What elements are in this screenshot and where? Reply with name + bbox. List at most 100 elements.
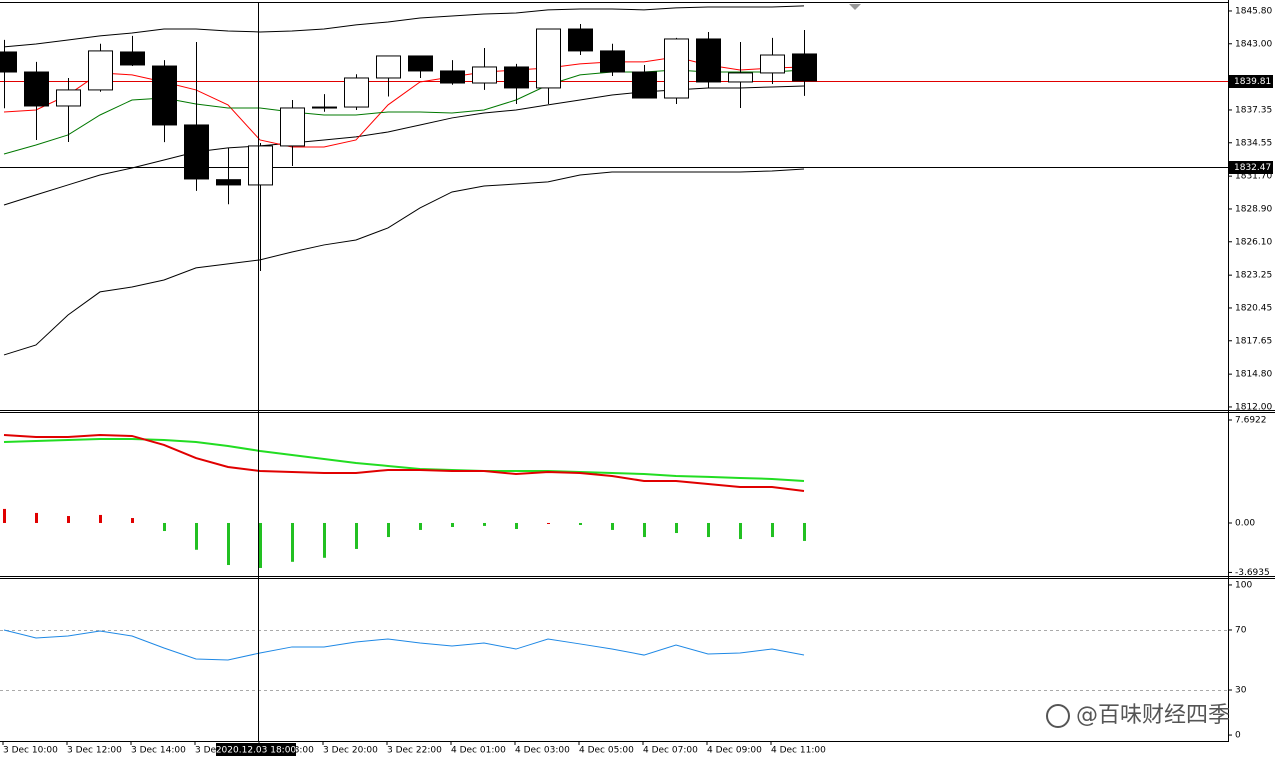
indicator-line: [3, 434, 805, 492]
histogram-bar: [675, 522, 678, 534]
x-label-group: 3 Dec 22:00: [387, 746, 442, 756]
candle-body: [408, 55, 433, 72]
x-label-group: 4 Dec 03:00: [515, 746, 570, 756]
candle-body: [120, 51, 145, 66]
candle-body: [440, 70, 465, 84]
indicator-line: [3, 629, 805, 661]
histogram-bar: [163, 522, 166, 532]
candle-body: [152, 65, 177, 126]
histogram-bar: [579, 522, 582, 525]
histogram-bar: [195, 522, 198, 550]
watermark-icon: [1046, 704, 1070, 728]
y-tick-label: 70: [1235, 625, 1247, 635]
x-label-group: 4 Dec 11:00: [771, 746, 826, 756]
x-tick-label: 4 Dec 11:00: [771, 746, 826, 756]
candle-body: [88, 50, 113, 91]
histogram-bar: [643, 522, 646, 538]
y-tick-label: 1834.55: [1235, 138, 1272, 148]
x-label-group: 3 Dec 20:00: [323, 746, 378, 756]
y-tick-label: -3.6935: [1235, 568, 1270, 578]
y-tick-label: 7.6922: [1235, 416, 1267, 426]
indicator-line: [3, 5, 805, 48]
y-tick-label: 0: [1235, 731, 1241, 741]
y-tick-label: 0.00: [1235, 518, 1255, 528]
y-tick-label: 1820.45: [1235, 303, 1272, 313]
histogram-bar: [547, 522, 550, 524]
histogram-bar: [355, 522, 358, 549]
histogram-bar: [131, 518, 134, 523]
candle-body: [344, 77, 369, 108]
histogram-bar: [323, 522, 326, 558]
y-tick-label: 1812.00: [1235, 402, 1272, 412]
x-tick-label: 3 Dec 12:00: [67, 746, 122, 756]
candle-body: [24, 71, 49, 107]
price-level-label: 1839.81: [1234, 77, 1271, 87]
histogram-bar: [35, 512, 38, 523]
histogram-bar: [99, 514, 102, 523]
x-label-group: 4 Dec 01:00: [451, 746, 506, 756]
indicator-line: [3, 438, 805, 482]
histogram-bar: [803, 522, 806, 541]
x-tick-label: 4 Dec 03:00: [515, 746, 570, 756]
histogram-bar: [419, 522, 422, 530]
y-tick-label: 30: [1235, 686, 1247, 696]
candle-body: [0, 51, 17, 73]
price-level-label: 1832.47: [1234, 163, 1271, 173]
crosshair-label: 2020.12.03 18:00: [216, 746, 297, 756]
candle-body: [184, 124, 209, 180]
histogram-bar: [67, 516, 70, 523]
candle-body: [472, 66, 497, 84]
candle-body: [56, 89, 81, 107]
candle-body: [600, 50, 625, 73]
x-tick-label: 3 Dec 14:00: [131, 746, 186, 756]
candle-body: [696, 38, 721, 83]
candle-body: [376, 55, 401, 79]
x-label-group: 3 Dec 10:00: [3, 746, 58, 756]
x-tick-label: 4 Dec 05:00: [579, 746, 634, 756]
x-label-group: 3 Dec 14:00: [131, 746, 186, 756]
x-tick-label: 4 Dec 01:00: [451, 746, 506, 756]
x-label-group: 4 Dec 09:00: [707, 746, 762, 756]
x-tick-label: 3 Dec 20:00: [323, 746, 378, 756]
histogram-bar: [611, 522, 614, 530]
y-tick-label: 1814.80: [1235, 370, 1272, 380]
y-tick-label: 1828.90: [1235, 204, 1272, 214]
y-tick-label: 1845.80: [1235, 6, 1272, 16]
candle-body: [248, 145, 273, 186]
x-tick-label: 3 Dec 10:00: [3, 746, 58, 756]
y-tick-label: 1843.00: [1235, 39, 1272, 49]
shift-marker: [849, 4, 861, 10]
y-tick-label: 1823.25: [1235, 271, 1272, 281]
histogram-bar: [771, 522, 774, 538]
crosshair-box: [216, 743, 296, 756]
x-tick-label: 4 Dec 07:00: [643, 746, 698, 756]
histogram-bar: [3, 508, 6, 523]
candle-body: [760, 54, 785, 74]
histogram-bar: [707, 522, 710, 538]
candle-body: [216, 179, 241, 186]
x-label-group: 4 Dec 05:00: [579, 746, 634, 756]
candle-body: [568, 28, 593, 52]
histogram-bar: [739, 522, 742, 540]
histogram-bar: [387, 522, 390, 538]
histogram-bar: [227, 522, 230, 566]
candle-body: [664, 38, 689, 99]
x-tick-label: 4 Dec 09:00: [707, 746, 762, 756]
histogram-bar: [259, 522, 262, 568]
watermark-text: @百味财经四季: [1076, 703, 1230, 728]
histogram-bar: [515, 522, 518, 530]
candle-body: [280, 107, 305, 147]
price-level-box: [1229, 75, 1273, 88]
candle-body: [632, 71, 657, 99]
y-tick-label: 1817.65: [1235, 336, 1272, 346]
candle-body: [504, 66, 529, 89]
watermark: @百味财经四季: [1046, 703, 1230, 728]
histogram-bar: [291, 522, 294, 562]
candle-body: [792, 53, 817, 82]
plot-layer: 1845.80 1843.00 1837.35 1834.55 1831.70 1828.…: [0, 5, 1273, 745]
x-tick-label: 3 Dec 22:00: [387, 746, 442, 756]
x-label-group: 4 Dec 07:00: [643, 746, 698, 756]
candle-body: [312, 106, 337, 109]
